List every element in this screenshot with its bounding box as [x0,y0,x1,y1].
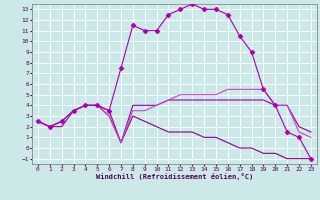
X-axis label: Windchill (Refroidissement éolien,°C): Windchill (Refroidissement éolien,°C) [96,173,253,180]
